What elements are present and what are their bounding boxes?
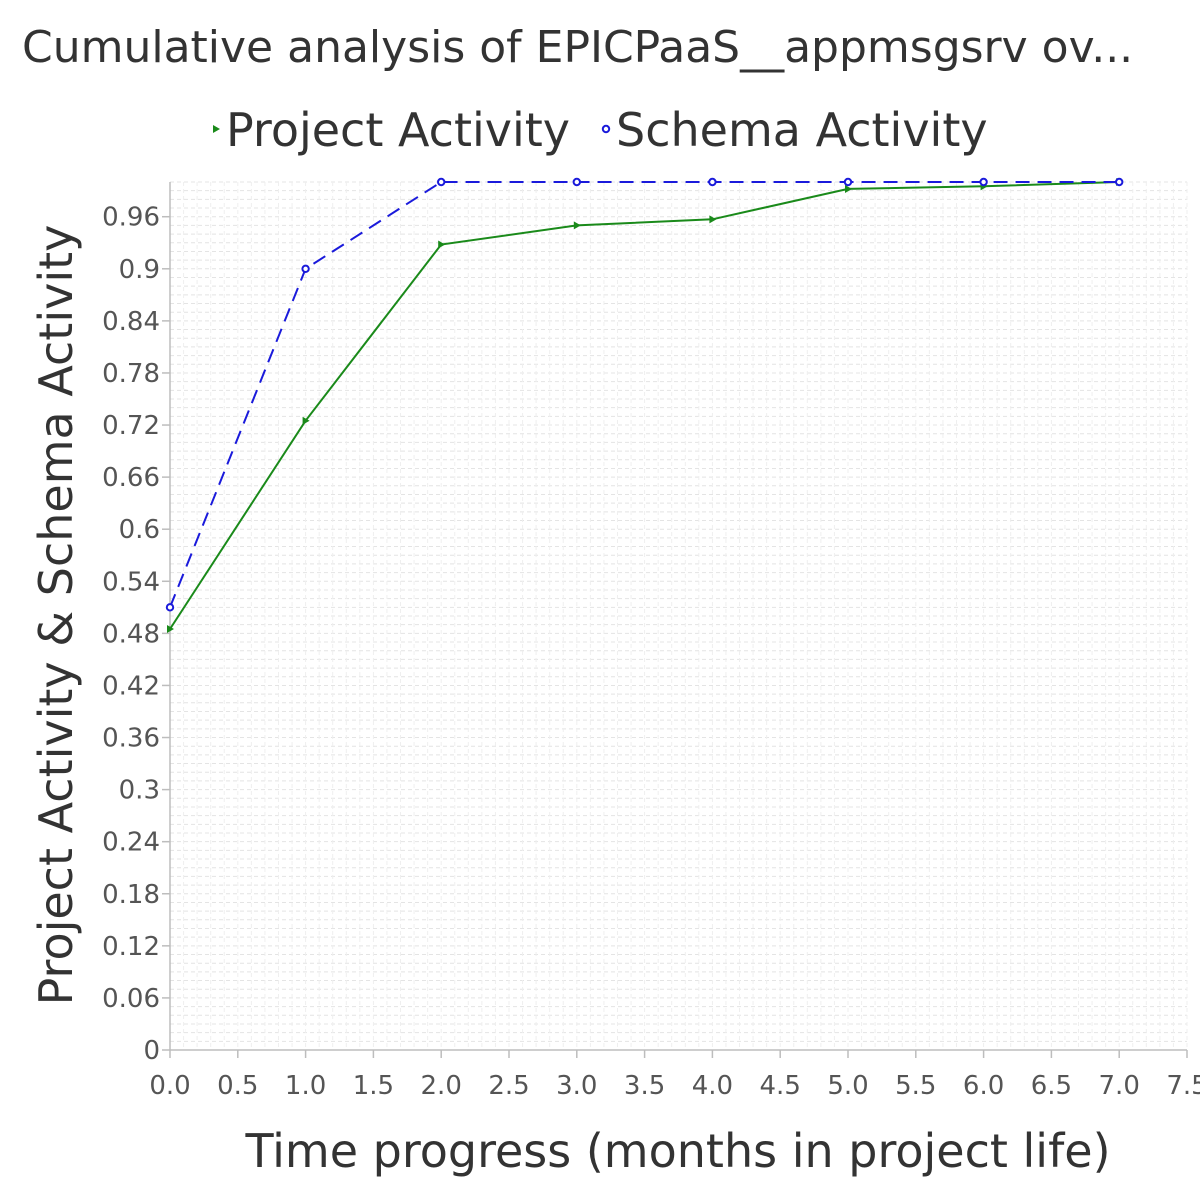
- y-tick-label: 0.24: [102, 828, 160, 858]
- x-tick-label: 0.0: [149, 1071, 190, 1101]
- data-point-project-activity: [438, 240, 446, 249]
- axes: [162, 182, 1188, 1058]
- legend-label-schema-activity: Schema Activity: [616, 103, 988, 157]
- x-tick-label: 4.0: [692, 1071, 733, 1101]
- x-tick-label: 4.5: [760, 1071, 801, 1101]
- data-point-schema-activity: [979, 177, 988, 187]
- x-tick-labels: 0.0 0.5 1.0 1.5 2.0 2.5 3.0 3.5 4.0 4.5 5.0 5.5 6.0 6…: [149, 1071, 1200, 1101]
- x-tick-label: 3.0: [556, 1071, 597, 1101]
- x-tick-label: 3.5: [624, 1071, 665, 1101]
- y-tick-label: 0.3: [119, 776, 160, 806]
- y-tick-label: 0.18: [102, 880, 160, 910]
- y-tick-label: 0.6: [119, 515, 160, 545]
- grid: [170, 181, 1188, 1050]
- data-point-project-activity: [167, 625, 174, 634]
- data-point-schema-activity: [437, 177, 446, 187]
- data-point-project-activity: [709, 215, 717, 224]
- x-tick-label: 5.5: [895, 1071, 936, 1101]
- x-tick-label: 1.0: [285, 1071, 326, 1101]
- y-tick-label: 0: [143, 1036, 160, 1066]
- x-tick-label: 1.5: [353, 1071, 394, 1101]
- y-tick-label: 0.9: [119, 255, 160, 285]
- y-tick-labels: 0 0.06 0.12 0.18 0.24 0.3 0.36 0.42 0.48 0.54 0.6 0…: [102, 203, 160, 1066]
- series-layer: [165, 177, 1124, 634]
- data-point-project-activity: [302, 416, 310, 425]
- x-tick-label: 7.5: [1166, 1071, 1200, 1101]
- series-line-project-activity: [169, 181, 1120, 630]
- y-tick-label: 0.96: [102, 203, 160, 233]
- data-point-schema-activity: [843, 177, 853, 187]
- legend-label-project-activity: Project Activity: [226, 103, 570, 157]
- y-tick-label: 0.48: [102, 619, 160, 649]
- y-tick-label: 0.12: [102, 932, 160, 962]
- data-point-schema-activity: [165, 603, 175, 612]
- chart-title: Cumulative analysis of EPICPaaS__appmsgs…: [22, 22, 1133, 73]
- data-point-schema-activity: [572, 177, 581, 187]
- y-tick-label: 0.06: [102, 984, 160, 1014]
- series-line-schema-activity: [169, 181, 1120, 608]
- y-tick-label: 0.36: [102, 724, 160, 754]
- legend: Project Activity Schema Activity: [213, 103, 988, 157]
- y-tick-label: 0.84: [102, 307, 160, 337]
- legend-marker-schema-activity: [601, 124, 611, 134]
- y-tick-label: 0.72: [102, 411, 160, 441]
- y-axis-title: Project Activity & Schema Activity: [29, 225, 83, 1006]
- y-tick-label: 0.78: [102, 359, 160, 389]
- legend-marker-project-activity: [213, 125, 220, 133]
- x-tick-label: 6.5: [1031, 1071, 1072, 1101]
- x-tick-label: 7.0: [1099, 1071, 1140, 1101]
- data-point-schema-activity: [1115, 177, 1124, 187]
- data-point-schema-activity: [708, 177, 717, 187]
- x-axis-title: Time progress (months in project life): [244, 1124, 1110, 1178]
- y-tick-label: 0.54: [102, 567, 160, 597]
- x-tick-label: 5.0: [827, 1071, 868, 1101]
- data-point-project-activity: [573, 221, 581, 230]
- x-tick-label: 2.5: [488, 1071, 529, 1101]
- y-tick-label: 0.66: [102, 463, 160, 493]
- y-tick-label: 0.42: [102, 671, 160, 701]
- data-point-schema-activity: [301, 264, 310, 273]
- data-point-project-activity: [845, 184, 852, 193]
- x-tick-label: 2.0: [421, 1071, 462, 1101]
- x-tick-label: 6.0: [963, 1071, 1004, 1101]
- x-tick-label: 0.5: [217, 1071, 258, 1101]
